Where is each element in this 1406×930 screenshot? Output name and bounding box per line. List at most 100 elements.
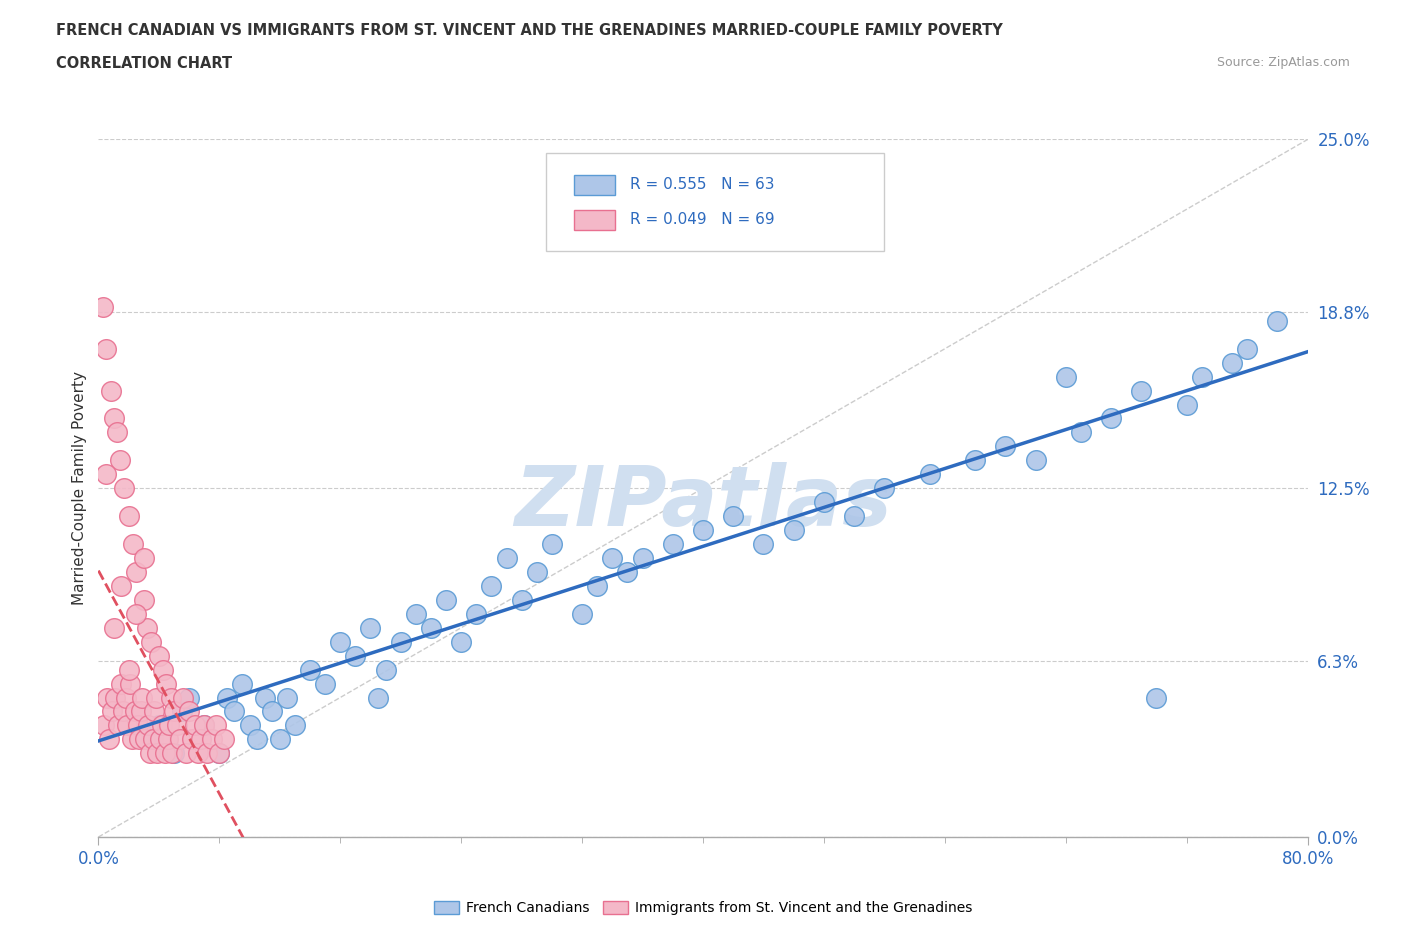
Point — [155, 676, 177, 691]
Point — [104, 690, 127, 705]
Legend: French Canadians, Immigrants from St. Vincent and the Grenadines: French Canadians, Immigrants from St. Vi… — [427, 896, 979, 921]
Point — [101, 704, 124, 719]
Point — [179, 704, 201, 719]
Point — [481, 578, 503, 593]
Point — [156, 732, 179, 747]
Point — [201, 732, 224, 747]
Point — [420, 620, 443, 635]
Point — [125, 606, 148, 621]
Point — [132, 551, 155, 565]
Point — [153, 746, 176, 761]
Point — [136, 718, 159, 733]
Point — [111, 704, 134, 719]
Point — [873, 481, 896, 496]
Point — [231, 676, 253, 691]
Point — [631, 551, 654, 565]
Text: R = 0.555   N = 63: R = 0.555 N = 63 — [630, 178, 775, 193]
Point — [692, 523, 714, 538]
Point — [143, 704, 166, 719]
Point — [170, 704, 193, 719]
Point — [166, 718, 188, 733]
Point — [150, 718, 173, 733]
Point — [661, 537, 683, 551]
Point — [1024, 453, 1046, 468]
Point — [314, 676, 336, 691]
Point — [540, 537, 562, 551]
Point — [93, 718, 115, 733]
Point — [94, 467, 117, 482]
Point — [571, 606, 593, 621]
Point — [120, 676, 142, 691]
Point — [1099, 411, 1122, 426]
Point — [215, 690, 238, 705]
Point — [374, 662, 396, 677]
Point — [108, 453, 131, 468]
Point — [184, 718, 207, 733]
Point — [134, 732, 156, 747]
Point — [212, 732, 235, 747]
Y-axis label: Married-Couple Family Poverty: Married-Couple Family Poverty — [72, 371, 87, 605]
Point — [162, 746, 184, 761]
Point — [141, 634, 163, 649]
Text: FRENCH CANADIAN VS IMMIGRANTS FROM ST. VINCENT AND THE GRENADINES MARRIED-COUPLE: FRENCH CANADIAN VS IMMIGRANTS FROM ST. V… — [56, 23, 1002, 38]
Point — [329, 634, 352, 649]
Point — [205, 718, 228, 733]
Point — [100, 383, 122, 398]
Point — [121, 732, 143, 747]
Point — [193, 718, 215, 733]
Point — [495, 551, 517, 565]
Point — [148, 648, 170, 663]
Point — [389, 634, 412, 649]
Point — [782, 523, 804, 538]
Point — [616, 565, 638, 579]
Point — [172, 690, 194, 705]
Point — [148, 718, 170, 733]
Point — [149, 732, 172, 747]
Point — [526, 565, 548, 579]
Point — [405, 606, 427, 621]
Point — [160, 690, 183, 705]
Point — [586, 578, 609, 593]
Point — [152, 662, 174, 677]
Point — [103, 411, 125, 426]
Point — [299, 662, 322, 677]
Point — [145, 690, 167, 705]
Point — [434, 592, 457, 607]
Point — [208, 746, 231, 761]
Point — [193, 718, 215, 733]
Point — [110, 578, 132, 593]
Point — [103, 620, 125, 635]
Point — [131, 690, 153, 705]
Point — [129, 704, 152, 719]
Point — [1267, 313, 1289, 328]
Point — [187, 746, 209, 761]
Point — [1175, 397, 1198, 412]
Point — [163, 746, 186, 761]
Point — [994, 439, 1017, 454]
Point — [1070, 425, 1092, 440]
Point — [118, 662, 141, 677]
Point — [262, 704, 284, 719]
Point — [98, 732, 121, 747]
Point — [965, 453, 987, 468]
Point — [1236, 341, 1258, 356]
Point — [146, 746, 169, 761]
Point — [813, 495, 835, 510]
Point — [752, 537, 775, 551]
FancyBboxPatch shape — [574, 209, 614, 230]
Point — [510, 592, 533, 607]
Point — [844, 509, 866, 524]
Point — [465, 606, 488, 621]
Point — [1191, 369, 1213, 384]
Point — [918, 467, 941, 482]
Point — [224, 704, 246, 719]
Point — [571, 216, 593, 231]
Point — [246, 732, 269, 747]
Point — [122, 537, 145, 551]
Point — [139, 746, 162, 761]
Point — [253, 690, 276, 705]
Point — [1144, 690, 1167, 705]
Text: CORRELATION CHART: CORRELATION CHART — [56, 56, 232, 71]
Point — [1220, 355, 1243, 370]
Point — [269, 732, 291, 747]
